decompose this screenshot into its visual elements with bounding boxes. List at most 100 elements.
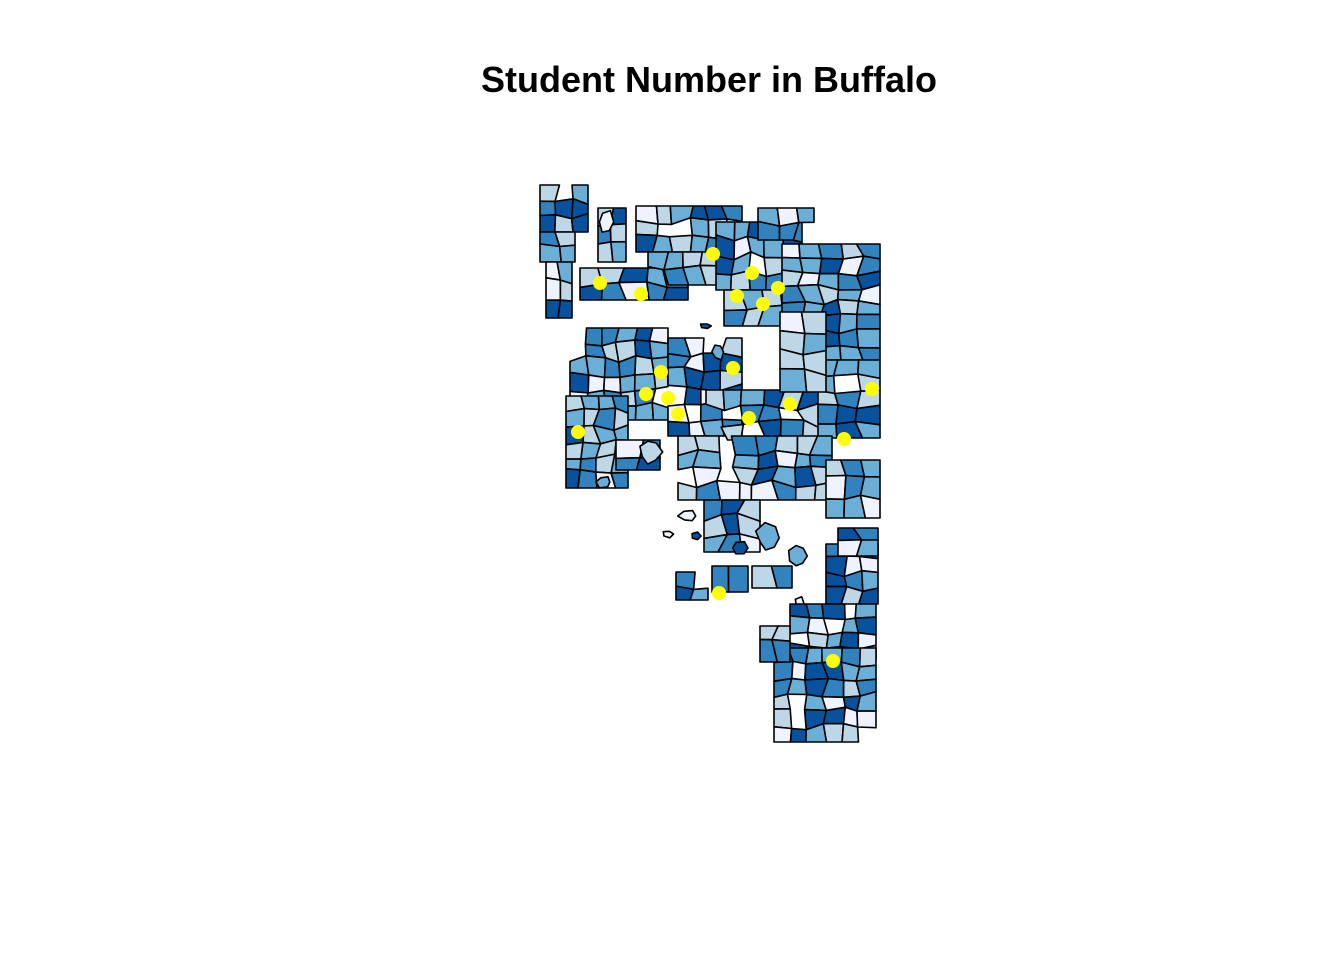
school-point	[865, 382, 879, 396]
census-tract	[821, 603, 846, 621]
census-tract	[822, 722, 845, 743]
census-tract	[655, 205, 673, 226]
census-tract	[773, 693, 792, 710]
school-point	[634, 287, 648, 301]
census-tract	[676, 509, 697, 522]
census-tract	[580, 395, 601, 411]
census-tract	[715, 479, 741, 501]
census-tract	[662, 286, 689, 301]
census-tract	[691, 531, 702, 541]
school-point	[837, 432, 851, 446]
census-tract	[677, 481, 698, 501]
census-tract	[539, 184, 561, 203]
census-tract	[859, 494, 881, 519]
census-tract	[855, 313, 881, 330]
census-tract	[634, 401, 655, 421]
census-tract	[779, 311, 806, 335]
census-tract	[539, 200, 557, 217]
school-point	[826, 654, 840, 668]
census-tract	[559, 279, 573, 302]
census-tract	[789, 727, 808, 743]
census-tract	[635, 219, 659, 237]
census-tract	[584, 327, 603, 347]
school-point	[571, 425, 585, 439]
census-tract	[773, 725, 793, 743]
school-point	[726, 361, 740, 375]
census-tract	[585, 354, 607, 379]
census-tract	[794, 484, 817, 501]
census-tract	[727, 565, 749, 593]
census-tract	[770, 565, 793, 589]
census-tract	[841, 722, 860, 743]
census-tract	[689, 216, 710, 239]
census-tract	[570, 212, 589, 233]
census-tract	[689, 587, 709, 601]
school-point-layer	[571, 247, 879, 668]
census-tract	[857, 346, 881, 361]
school-point	[771, 281, 785, 295]
school-point	[745, 266, 759, 280]
census-tract	[667, 420, 691, 437]
census-tract	[699, 323, 713, 330]
school-point	[756, 297, 770, 311]
census-tract	[825, 474, 847, 501]
census-tract	[598, 209, 615, 233]
census-tract	[805, 603, 825, 620]
census-tract	[794, 452, 812, 469]
census-tract	[854, 603, 877, 620]
census-tract	[618, 267, 649, 284]
census-tract	[779, 367, 808, 393]
census-tract	[730, 435, 760, 457]
census-tract	[771, 638, 791, 663]
map-title: Student Number in Buffalo	[481, 59, 937, 100]
census-tract	[669, 205, 695, 226]
census-tract	[558, 244, 576, 263]
census-tract	[557, 299, 573, 319]
school-point	[783, 397, 797, 411]
census-tract	[855, 538, 879, 557]
school-point	[654, 365, 668, 379]
census-tract	[822, 706, 847, 725]
census-tract	[825, 498, 846, 519]
census-tract	[857, 587, 879, 605]
census-tract	[639, 440, 664, 465]
census-tract	[539, 243, 563, 263]
census-tract	[859, 459, 881, 478]
census-tract	[773, 707, 793, 730]
census-tract	[795, 207, 815, 224]
census-tract	[610, 240, 627, 263]
census-tract	[569, 371, 590, 394]
census-tract	[651, 401, 669, 421]
census-tract	[577, 468, 598, 489]
census-tract	[662, 530, 675, 539]
census-tract	[762, 237, 786, 259]
school-point	[671, 407, 685, 421]
census-tract	[781, 243, 801, 259]
census-tract	[722, 389, 743, 412]
census-tract	[710, 344, 725, 361]
census-tract	[565, 458, 582, 471]
census-tract	[715, 273, 733, 291]
census-tract	[856, 710, 877, 729]
census-tract	[786, 677, 808, 696]
census-tract	[778, 221, 800, 241]
census-tract	[699, 369, 722, 392]
census-tract	[815, 403, 839, 425]
school-point	[712, 586, 726, 600]
census-tract	[832, 359, 860, 377]
census-tract	[739, 389, 766, 407]
census-tract	[595, 475, 611, 489]
census-tract	[790, 660, 807, 681]
census-tract	[789, 614, 811, 635]
census-tract	[803, 368, 827, 393]
census-tract	[731, 540, 749, 555]
census-tract	[858, 647, 877, 668]
census-tract	[610, 471, 629, 489]
census-tract	[648, 340, 669, 360]
school-point	[639, 387, 653, 401]
census-tract	[799, 257, 823, 275]
census-tract	[855, 328, 881, 349]
school-point	[593, 276, 607, 290]
census-tract	[565, 407, 586, 428]
census-tract	[609, 223, 627, 243]
